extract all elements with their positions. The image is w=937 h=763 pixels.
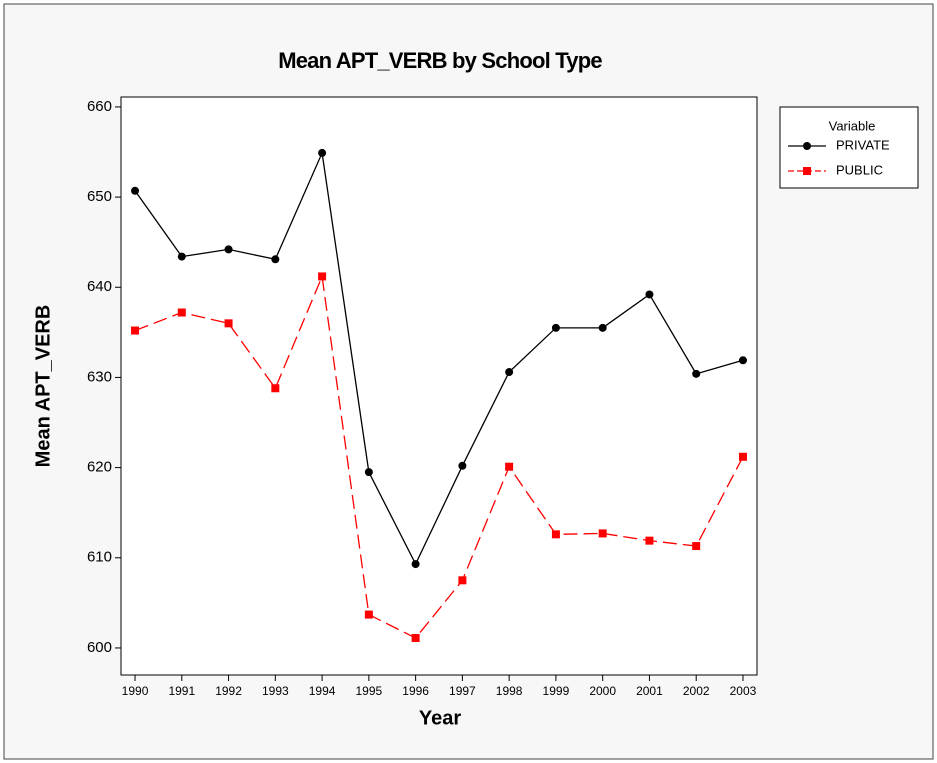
legend-marker — [803, 142, 811, 150]
marker — [224, 245, 233, 254]
marker — [177, 252, 186, 261]
x-tick-label: 1990 — [122, 684, 149, 698]
marker — [271, 255, 280, 264]
legend-marker — [803, 167, 811, 175]
marker — [271, 384, 280, 393]
marker — [738, 452, 747, 461]
x-tick-label: 1996 — [402, 684, 429, 698]
x-axis-label: Year — [419, 707, 461, 729]
marker — [598, 323, 607, 332]
marker — [318, 272, 327, 281]
y-tick-label: 630 — [87, 368, 112, 385]
marker — [364, 610, 373, 619]
marker — [411, 634, 420, 643]
x-tick-label: 1993 — [262, 684, 289, 698]
legend-title: Variable — [829, 118, 876, 133]
marker — [458, 576, 467, 585]
x-tick-label: 1999 — [543, 684, 570, 698]
x-tick-label: 2002 — [683, 684, 710, 698]
x-tick-label: 1992 — [215, 684, 242, 698]
marker — [551, 323, 560, 332]
chart-title: Mean APT_VERB by School Type — [278, 48, 602, 73]
marker — [364, 468, 373, 477]
plot-area — [120, 96, 758, 676]
marker — [131, 326, 140, 335]
marker — [551, 530, 560, 539]
marker — [645, 290, 654, 299]
marker — [177, 308, 186, 317]
marker — [318, 148, 327, 157]
marker — [505, 368, 514, 377]
y-tick-label: 620 — [87, 459, 112, 476]
x-tick-label: 1998 — [496, 684, 523, 698]
marker — [598, 529, 607, 538]
y-tick-label: 600 — [87, 639, 112, 656]
x-tick-label: 1994 — [309, 684, 336, 698]
x-tick-label: 1997 — [449, 684, 476, 698]
marker — [458, 461, 467, 470]
x-tick-label: 1995 — [356, 684, 383, 698]
x-tick-label: 2001 — [636, 684, 663, 698]
y-tick-label: 640 — [87, 278, 112, 295]
y-tick-label: 660 — [87, 98, 112, 115]
marker — [692, 369, 701, 378]
x-tick-label: 1991 — [168, 684, 195, 698]
series-line — [134, 150, 744, 566]
x-tick-label: 2003 — [730, 684, 757, 698]
marker — [692, 542, 701, 551]
legend-label: PRIVATE — [836, 137, 890, 152]
series-line — [134, 273, 744, 639]
marker — [131, 186, 140, 195]
y-tick-label: 650 — [87, 188, 112, 205]
marker — [645, 536, 654, 545]
x-tick-label: 2000 — [589, 684, 616, 698]
marker — [505, 462, 514, 471]
y-axis-label: Mean APT_VERB — [32, 305, 54, 468]
marker — [738, 356, 747, 365]
marker — [224, 319, 233, 328]
legend-label: PUBLIC — [836, 162, 883, 177]
y-tick-label: 610 — [87, 549, 112, 566]
marker — [411, 560, 420, 569]
